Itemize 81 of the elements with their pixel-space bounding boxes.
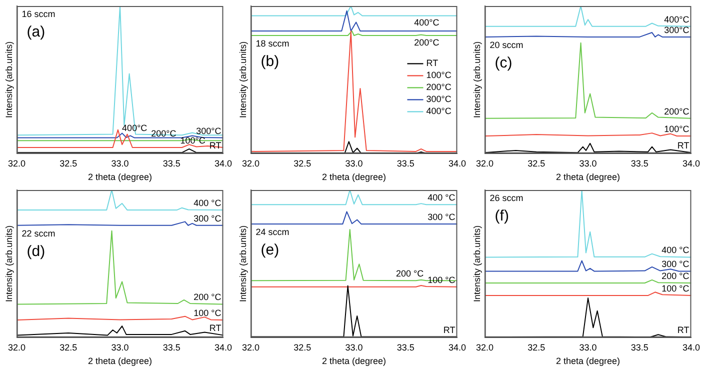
x-tick-label: 32.5 [528, 158, 546, 168]
x-tick-label: 34.0 [682, 158, 700, 168]
series-label: 400°C [664, 14, 690, 24]
x-tick-label: 32.0 [8, 158, 26, 168]
x-tick-label: 33.5 [630, 158, 648, 168]
series-label: RT [677, 140, 690, 151]
x-tick-label: 34.0 [448, 158, 466, 168]
annotation: (a) [26, 24, 46, 41]
y-axis-title: Intensity (arb.units) [4, 41, 14, 118]
x-tick-label: 33.5 [396, 342, 414, 352]
x-axis-title: 2 theta (degree) [88, 172, 152, 182]
annotation: (d) [26, 243, 46, 260]
y-axis-title: Intensity (arb.units) [472, 225, 482, 302]
y-axis-title: Intensity (arb.units) [238, 225, 248, 302]
legend-label: 100°C [426, 70, 452, 80]
series-label: 300 °C [428, 212, 456, 222]
annotation: (c) [494, 54, 512, 72]
x-tick-label: 34.0 [682, 342, 700, 352]
x-tick-label: 32.5 [294, 342, 312, 352]
x-tick-label: 32.0 [8, 342, 26, 352]
annotation: 16 sccm [22, 8, 56, 19]
x-tick-label: 32.0 [242, 158, 260, 168]
series-label: 100 °C [662, 284, 690, 294]
x-tick-label: 34.0 [214, 158, 232, 168]
annotation: 20 sccm [490, 40, 524, 50]
x-tick-label: 33.5 [396, 158, 414, 168]
series-label: 400 °C [662, 245, 690, 256]
x-tick-label: 32.0 [476, 342, 494, 352]
annotation: 400°C [414, 18, 440, 28]
annotation: 24 sccm [256, 227, 290, 238]
series-label: 300 °C [662, 259, 690, 270]
legend-label: RT [426, 58, 439, 68]
x-axis-title: 2 theta (degree) [322, 172, 386, 182]
x-tick-label: 33.5 [162, 158, 180, 168]
series-label: 300°C [196, 126, 222, 136]
series-label: 300°C [664, 24, 690, 35]
x-tick-label: 33.0 [345, 342, 363, 352]
x-tick-label: 32.5 [294, 158, 312, 168]
series-label: 300 °C [194, 213, 222, 224]
x-tick-label: 33.5 [630, 342, 648, 352]
annotation: 200°C [414, 37, 440, 48]
x-axis-title: 2 theta (degree) [322, 356, 386, 366]
annotation: (f) [494, 208, 509, 225]
x-axis-title: 2 theta (degree) [556, 356, 620, 366]
x-tick-label: 32.5 [60, 158, 78, 168]
x-tick-label: 33.0 [111, 158, 129, 168]
x-tick-label: 32.0 [242, 342, 260, 352]
series-label: RT [677, 325, 690, 336]
series-label: RT [443, 324, 456, 335]
series-label: RT [209, 323, 222, 334]
x-tick-label: 33.0 [579, 158, 597, 168]
series-label: 400 °C [194, 198, 222, 208]
x-tick-label: 32.0 [476, 158, 494, 168]
series-label: 100°C [664, 124, 690, 134]
annotation: (e) [260, 242, 280, 259]
series-label: 200 °C [396, 268, 424, 279]
annotation: 18 sccm [256, 38, 290, 48]
y-axis-title: Intensity (arb.units) [4, 225, 14, 302]
x-tick-label: 33.5 [162, 342, 180, 352]
legend-label: 400°C [426, 106, 452, 116]
annotation: 26 sccm [490, 192, 524, 203]
x-tick-label: 34.0 [214, 342, 232, 352]
x-tick-label: 32.5 [60, 342, 78, 352]
x-axis-title: 2 theta (degree) [88, 356, 152, 366]
legend-label: 200°C [426, 82, 452, 92]
x-tick-label: 33.0 [579, 342, 597, 352]
x-axis-title: 2 theta (degree) [556, 172, 620, 182]
legend-label: 300°C [426, 94, 452, 104]
series-label: 200°C [664, 106, 690, 116]
series-label: 200 °C [662, 270, 690, 281]
annotation: (b) [260, 53, 280, 70]
x-tick-label: 33.0 [111, 342, 129, 352]
series-label: 200 °C [194, 292, 222, 302]
x-tick-label: 33.0 [345, 158, 363, 168]
y-axis-title: Intensity (arb.units) [472, 41, 482, 118]
x-tick-label: 32.5 [528, 342, 546, 352]
series-label: 100 °C [194, 308, 222, 318]
annotation: 22 sccm [22, 228, 56, 238]
series-label: 400 °C [428, 192, 456, 203]
x-tick-label: 34.0 [448, 342, 466, 352]
y-axis-title: Intensity (arb.units) [238, 41, 248, 118]
